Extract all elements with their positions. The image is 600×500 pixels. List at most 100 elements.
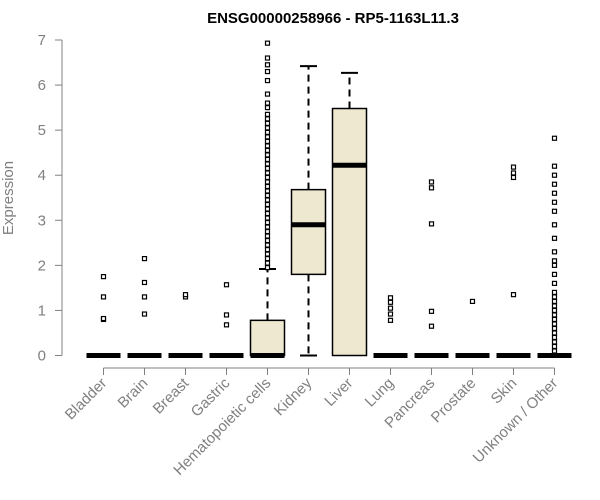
box-hematopoietic-cells [249,40,286,358]
y-tick-label: 7 [38,32,46,49]
x-tick-label: Prostate [428,375,480,427]
outlier-point [551,321,558,327]
y-tick-label: 6 [38,77,46,94]
outlier-point [264,201,271,208]
outlier-point [551,190,558,196]
outlier-point [264,228,271,235]
y-tick-label: 3 [38,212,46,229]
outlier-point [264,255,271,262]
outlier-point [264,62,271,68]
outlier-point [551,294,558,300]
y-tick-label: 0 [38,348,46,365]
outlier-point [264,91,271,97]
outlier-point [387,295,394,301]
outlier-point [264,170,271,176]
outlier-point [551,325,558,332]
outlier-point [264,68,271,75]
outlier-point [264,143,271,149]
boxplot-series [86,40,572,358]
outlier-point [141,311,148,317]
outlier-point [264,147,271,154]
outlier-point [551,235,558,241]
box-prostate [455,298,490,358]
outlier-point [141,255,148,262]
outlier-point [264,156,271,163]
y-tick-label: 5 [38,122,46,139]
outlier-point [264,55,271,61]
x-tick-label: Brain [115,375,152,412]
y-tick-label: 4 [38,167,46,184]
outlier-point [264,251,271,257]
outlier-point [428,179,435,185]
outlier-point [551,303,558,309]
outlier-point [264,210,271,217]
outlier-point [100,294,107,300]
box-bladder [86,274,121,358]
outlier-point [387,311,394,317]
x-tick-label: Skin [488,375,521,408]
outlier-point [428,185,435,191]
outlier-point [551,135,558,141]
box-iqr [249,319,286,357]
outlier-point [551,298,558,305]
outlier-point [387,305,394,311]
outlier-point [264,188,271,194]
outlier-point [264,77,271,84]
x-tick-label: Liver [321,375,356,410]
outlier-point [264,116,271,122]
outlier-point [551,307,558,314]
x-tick-label: Lung [362,375,398,411]
outlier-point [551,289,558,295]
outlier-point [264,219,271,226]
outlier-point [551,222,558,228]
outlier-point [551,339,558,345]
outlier-point [264,215,271,221]
outlier-point [264,242,271,248]
outlier-point [264,138,271,145]
outlier-point [551,330,558,336]
outlier-point [223,282,230,288]
outlier-point [264,183,271,190]
box-liver [331,71,368,357]
outlier-point [510,174,517,181]
outlier-point [551,271,558,277]
y-axis: 0 1 2 3 4 5 6 7 [38,32,63,365]
box-pancreas [414,179,449,358]
outlier-point [100,274,107,280]
outlier-point [264,260,271,266]
outlier-point [264,224,271,230]
outlier-point [223,312,230,318]
outlier-point [551,348,558,354]
outlier-point [141,294,148,300]
outlier-point [551,334,558,341]
x-tick-label: Breast [150,374,193,417]
outlier-point [264,120,271,126]
outlier-point [264,165,271,172]
outlier-point [264,265,271,271]
box-lung [373,295,408,358]
outlier-point [264,174,271,181]
box-kidney [290,65,327,357]
outlier-point [264,161,271,167]
box-iqr [290,188,327,276]
outlier-point [387,299,394,305]
outlier-point [551,258,558,264]
outlier-point [264,233,271,239]
outlier-point [551,172,558,178]
outlier-point [264,40,271,46]
outlier-point [428,221,435,227]
box-gastric [209,282,244,358]
chart-title: ENSG00000258966 - RP5-1163L11.3 [207,10,459,27]
outlier-point [141,279,148,286]
box-iqr [331,107,368,357]
y-axis-label: Expression [0,161,17,235]
outlier-point [264,111,271,117]
outlier-point [428,308,435,314]
outlier-point [428,323,435,329]
outlier-point [551,249,558,255]
outlier-point [551,199,558,205]
y-tick-label: 2 [38,257,46,274]
outlier-point [264,246,271,253]
box-skin [496,164,531,358]
